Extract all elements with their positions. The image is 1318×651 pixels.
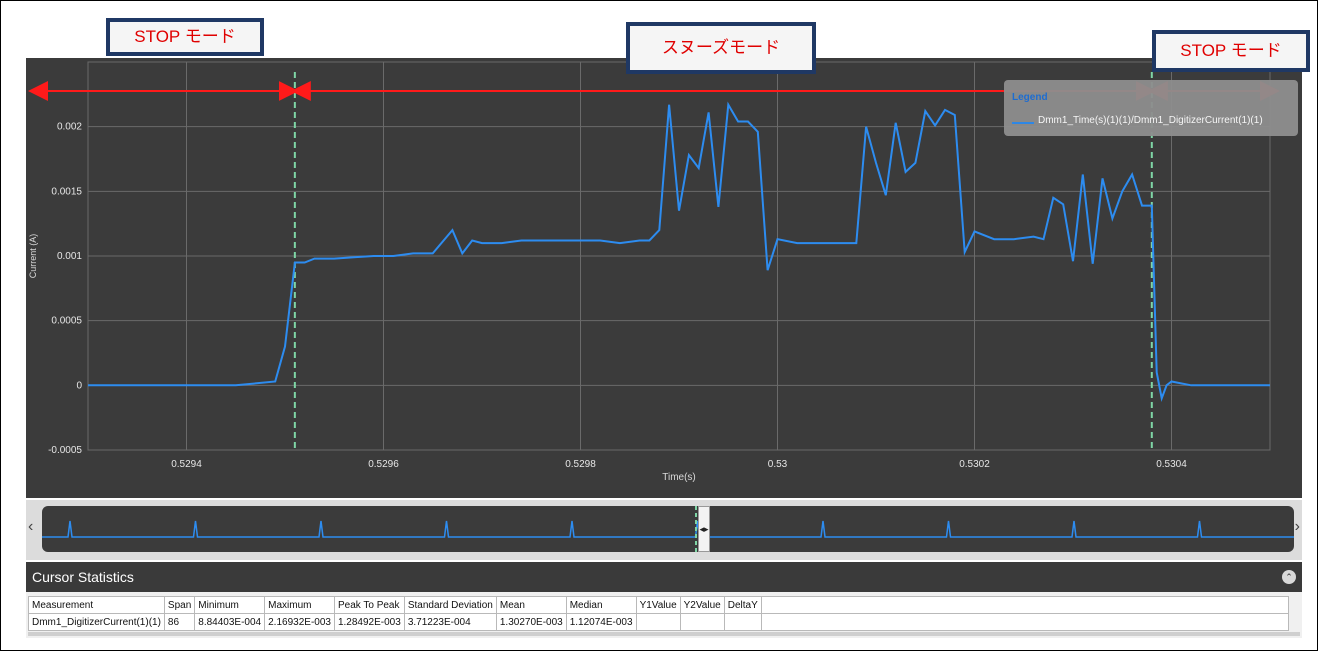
stats-column-header[interactable]: Span [164, 597, 194, 614]
stats-cell: 8.84403E-004 [195, 614, 265, 631]
navigator-right-arrow-icon[interactable]: › [1295, 518, 1300, 536]
table-row[interactable]: Dmm1_DigitizerCurrent(1)(1) 86 8.84403E-00… [29, 614, 1289, 631]
cursor-statistics-header: Cursor Statistics ⌃ [26, 562, 1302, 592]
stats-cell: 1.12074E-003 [566, 614, 636, 631]
navigator-track[interactable] [42, 506, 1294, 552]
x-axis-label: Time(s) [662, 472, 696, 483]
stats-cell: Dmm1_DigitizerCurrent(1)(1) [29, 614, 165, 631]
navigator-left-arrow-icon[interactable]: ‹ [28, 518, 33, 536]
stats-filler-header [761, 597, 1288, 614]
stats-column-header[interactable]: Minimum [195, 597, 265, 614]
y-axis-label: Current (A) [28, 234, 38, 279]
x-tick-label: 0.5294 [171, 459, 202, 470]
range-navigator[interactable]: ‹ ◂▸ › [26, 500, 1302, 560]
x-tick-label: 0.5296 [368, 459, 399, 470]
stats-column-header[interactable]: Y2Value [680, 597, 724, 614]
stats-cell: 1.30270E-003 [496, 614, 566, 631]
stats-column-header[interactable]: Median [566, 597, 636, 614]
y-tick-label: 0.0015 [51, 186, 82, 197]
stats-cell [680, 614, 724, 631]
y-tick-label: -0.0005 [48, 445, 82, 456]
navigator-drag-handle[interactable]: ◂▸ [698, 506, 710, 552]
stats-cell: 86 [164, 614, 194, 631]
stats-header-row: Measurement Span Minimum Maximum Peak To Pea… [29, 597, 1289, 614]
navigator-overview-trace [42, 506, 1294, 552]
legend-entry: Dmm1_Time(s)(1)(1)/Dmm1_DigitizerCurrent… [1038, 115, 1263, 126]
x-tick-label: 0.5298 [565, 459, 596, 470]
y-tick-label: 0 [76, 380, 82, 391]
legend-box: Legend Dmm1_Time(s)(1)(1)/Dmm1_Digitizer… [1004, 80, 1298, 136]
series-line-current [88, 105, 1270, 399]
stats-filler-cell [761, 614, 1288, 631]
x-tick-label: 0.53 [768, 459, 788, 470]
navigator-trace-line [42, 521, 1294, 537]
y-tick-label: 0.0005 [51, 316, 82, 327]
stats-column-header[interactable]: Measurement [29, 597, 165, 614]
cursor-statistics-panel: Measurement Span Minimum Maximum Peak To Pea… [26, 592, 1302, 638]
stats-cell: 2.16932E-003 [265, 614, 335, 631]
horizontal-scrollbar[interactable] [28, 632, 1300, 636]
stats-cell [636, 614, 680, 631]
stats-cell: 1.28492E-003 [334, 614, 404, 631]
stats-column-header[interactable]: Mean [496, 597, 566, 614]
stats-cell: 3.71223E-004 [404, 614, 496, 631]
y-tick-label: 0.001 [57, 251, 82, 262]
legend-title: Legend [1012, 92, 1048, 103]
snooze-mode-callout: スヌーズモード [626, 22, 816, 74]
stats-column-header[interactable]: Standard Deviation [404, 597, 496, 614]
stop-mode-callout-left: STOP モード [106, 18, 264, 56]
y-tick-label: 0.002 [57, 122, 82, 133]
stats-column-header[interactable]: DeltaY [724, 597, 761, 614]
stop-mode-callout-right: STOP モード [1152, 30, 1310, 72]
cursor-statistics-table: Measurement Span Minimum Maximum Peak To Pea… [28, 596, 1289, 631]
x-tick-label: 0.5302 [959, 459, 990, 470]
cursor-statistics-title: Cursor Statistics [32, 562, 134, 592]
collapse-icon[interactable]: ⌃ [1282, 570, 1296, 584]
legend-swatch [1012, 122, 1034, 124]
stats-column-header[interactable]: Peak To Peak [334, 597, 404, 614]
stats-column-header[interactable]: Maximum [265, 597, 335, 614]
stats-cell [724, 614, 761, 631]
stats-column-header[interactable]: Y1Value [636, 597, 680, 614]
x-tick-label: 0.5304 [1156, 459, 1187, 470]
